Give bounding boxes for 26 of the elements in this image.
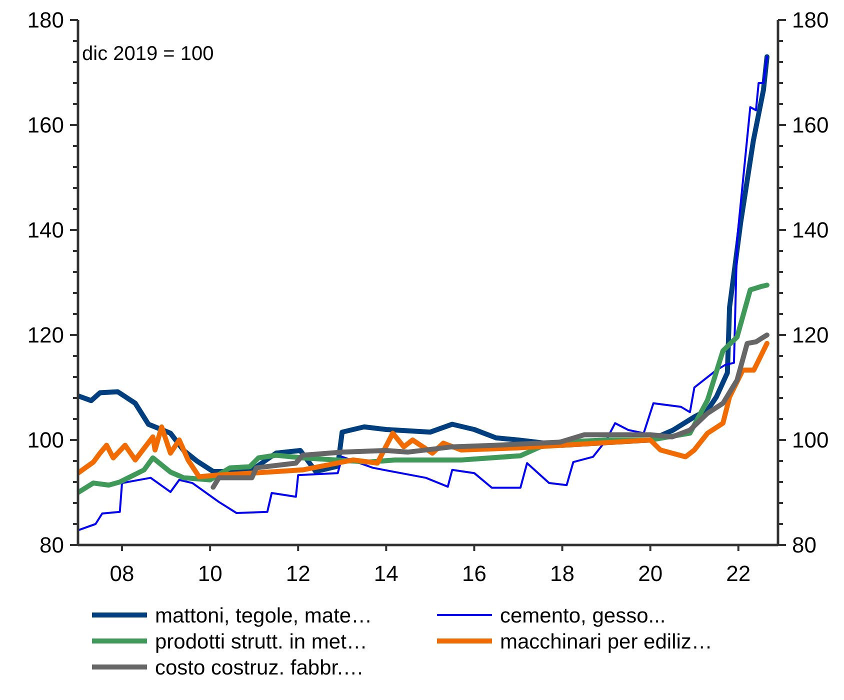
y-tick-label: 160 xyxy=(27,112,64,138)
x-tick-label: 08 xyxy=(110,561,134,586)
legend-label: macchinari per ediliz… xyxy=(500,630,712,654)
legend-label: cemento, gesso... xyxy=(500,604,666,628)
x-tick-label: 18 xyxy=(550,561,575,586)
y2-tick-label: 140 xyxy=(792,218,829,243)
x-tick-label: 14 xyxy=(374,561,398,586)
y2-tick-label: 180 xyxy=(792,8,829,33)
x-tick-label: 20 xyxy=(638,561,663,586)
y2-tick-label: 160 xyxy=(792,112,829,138)
x-tick-label: 12 xyxy=(286,561,310,586)
x-tick-label: 16 xyxy=(462,561,486,586)
x-tick-label: 10 xyxy=(198,561,222,586)
y2-tick-label: 100 xyxy=(792,428,829,453)
legend-label: mattoni, tegole, mate… xyxy=(155,604,372,628)
y-tick-label: 120 xyxy=(27,322,64,348)
annotation: dic 2019 = 100 xyxy=(82,43,214,65)
y2-tick-label: 120 xyxy=(792,322,829,348)
legend-label: prodotti strutt. in met… xyxy=(155,630,368,654)
y-tick-label: 80 xyxy=(40,532,64,558)
y-tick-label: 180 xyxy=(27,8,64,33)
y2-tick-label: 80 xyxy=(792,532,816,558)
y-tick-label: 100 xyxy=(27,428,64,453)
x-tick-label: 22 xyxy=(726,561,751,586)
legend-label: costo costruz. fabbr.… xyxy=(155,656,364,680)
y-tick-label: 140 xyxy=(27,218,64,243)
